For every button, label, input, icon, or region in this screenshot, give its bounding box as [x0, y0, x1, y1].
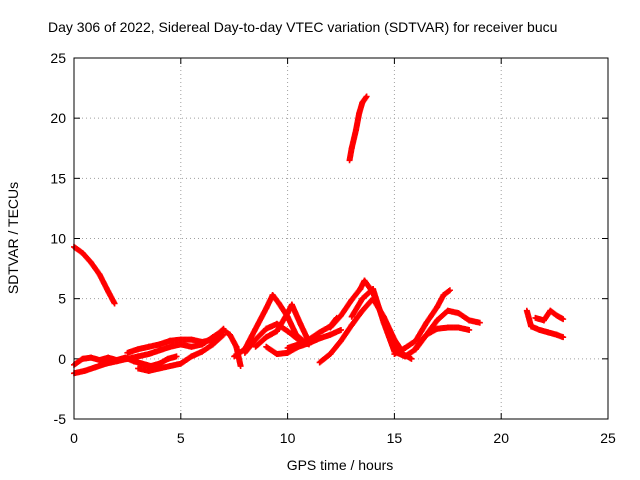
data-point-marker — [476, 319, 483, 326]
y-tick-label: 20 — [50, 110, 66, 126]
data-points — [71, 93, 567, 377]
series-track-g — [231, 292, 308, 360]
series-track-e — [124, 325, 227, 356]
x-tick-label: 15 — [387, 430, 403, 446]
x-tick-label: 0 — [70, 430, 78, 446]
data-point-marker — [219, 332, 226, 339]
data-point-marker — [219, 326, 226, 333]
plot-frame — [73, 57, 609, 420]
series-track-d — [71, 353, 180, 370]
data-point-marker — [466, 326, 473, 333]
y-tick-label: -5 — [54, 411, 67, 427]
series-track-r — [532, 307, 567, 324]
series-track-k — [284, 314, 340, 352]
series-track-p — [412, 324, 473, 352]
y-tick-label: 5 — [58, 291, 66, 307]
series-track-a-high — [71, 243, 118, 307]
x-tick-label: 25 — [600, 430, 616, 446]
y-tick-label: 25 — [50, 50, 66, 66]
data-point-marker — [445, 288, 452, 295]
data-point-marker — [237, 363, 244, 370]
y-tick-label: 10 — [50, 231, 66, 247]
series-track-q — [523, 307, 567, 341]
data-point-marker — [173, 353, 180, 360]
x-tick-label: 20 — [493, 430, 509, 446]
data-point-marker — [338, 326, 344, 333]
data-point-marker — [363, 93, 370, 100]
x-tick-label: 5 — [177, 430, 185, 446]
series-track-b-high — [346, 93, 370, 164]
y-tick-label: 0 — [58, 351, 66, 367]
y-tick-label: 15 — [50, 170, 66, 186]
data-point-marker — [111, 300, 118, 307]
y-axis-label: SDTVAR / TECUs — [5, 182, 21, 294]
x-tick-label: 10 — [280, 430, 296, 446]
data-point-marker — [560, 316, 567, 323]
data-point-marker — [220, 331, 227, 338]
data-point-marker — [446, 287, 453, 294]
series-track-o — [391, 287, 453, 358]
data-point-marker — [220, 325, 227, 332]
x-axis-label: GPS time / hours — [287, 457, 394, 473]
data-point-marker — [408, 355, 415, 362]
series-track-i — [252, 301, 312, 350]
chart-title: Day 306 of 2022, Sidereal Day-to-day VTE… — [48, 19, 557, 35]
series-track-j — [263, 326, 344, 358]
data-point-marker — [560, 334, 567, 341]
series-track-f — [135, 331, 227, 374]
